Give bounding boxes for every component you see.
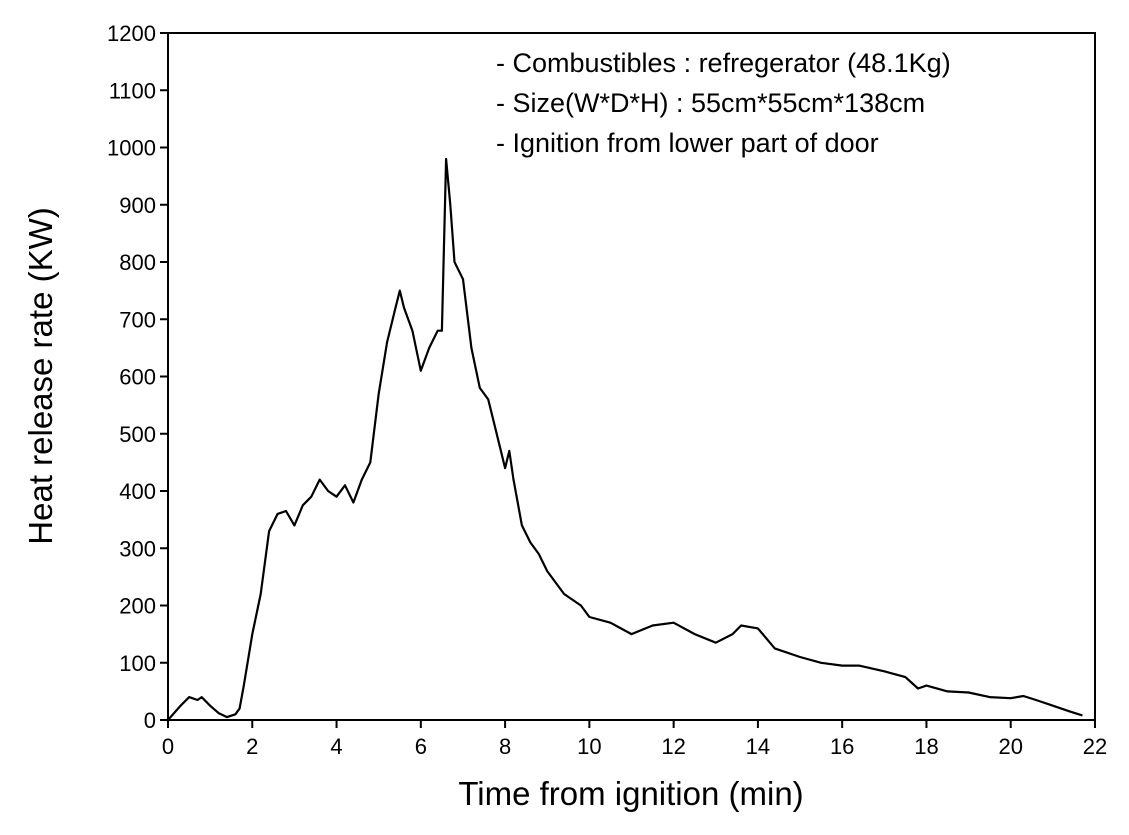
x-tick-label: 4: [330, 734, 342, 759]
y-tick-label: 200: [119, 594, 156, 619]
y-tick-label: 1100: [109, 78, 156, 103]
y-tick-label: 400: [119, 479, 156, 504]
x-tick-label: 6: [415, 734, 427, 759]
y-tick-label: 100: [119, 651, 156, 676]
data-line: [167, 157, 1083, 721]
x-tick-label: 2: [246, 734, 258, 759]
x-tick-label: 22: [1083, 734, 1107, 759]
annotation: - Size(W*D*H) : 55cm*55cm*138cm: [496, 88, 925, 118]
annotation: - Ignition from lower part of door: [496, 128, 879, 158]
y-tick-label: 900: [119, 193, 156, 218]
y-tick-label: 0: [144, 708, 156, 733]
y-axis-title: Heat release rate (KW): [22, 207, 59, 544]
y-tick-label: 300: [119, 536, 156, 561]
y-tick-label: 1000: [107, 136, 156, 161]
annotation: - Combustibles : refregerator (48.1Kg): [496, 48, 951, 78]
y-tick-label: 500: [119, 422, 156, 447]
y-tick-label: 700: [119, 307, 156, 332]
x-tick-label: 0: [162, 734, 174, 759]
y-tick-label: 1200: [107, 21, 156, 46]
x-tick-label: 12: [661, 734, 685, 759]
x-tick-label: 20: [998, 734, 1022, 759]
y-tick-label: 800: [119, 250, 156, 275]
x-tick-label: 16: [830, 734, 854, 759]
x-tick-label: 14: [746, 734, 770, 759]
y-tick-label: 600: [119, 365, 156, 390]
x-tick-label: 8: [499, 734, 511, 759]
x-tick-label: 10: [577, 734, 601, 759]
x-axis-title: Time from ignition (min): [458, 775, 803, 812]
x-tick-label: 18: [914, 734, 938, 759]
